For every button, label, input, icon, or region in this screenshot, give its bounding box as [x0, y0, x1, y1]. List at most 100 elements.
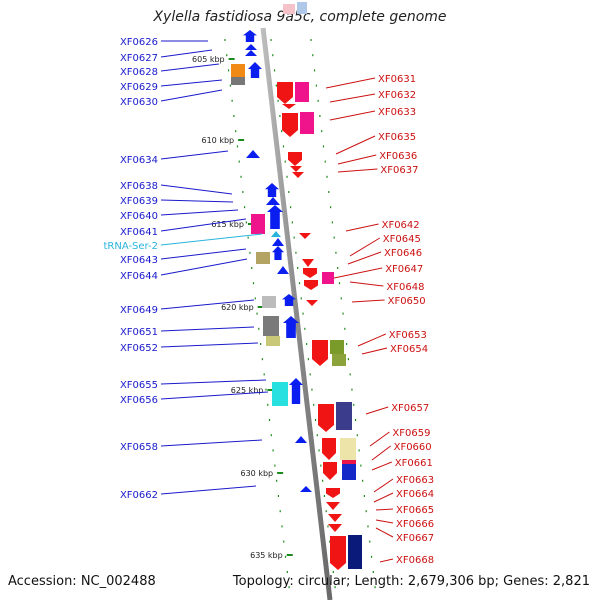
cog-box	[295, 82, 309, 102]
gene-label: XF0647	[385, 264, 423, 275]
reverse-gene-arrow	[290, 166, 302, 172]
cog-box	[332, 354, 346, 366]
gene-label: XF0660	[394, 442, 432, 453]
gene-label: XF0668	[396, 555, 434, 566]
reverse-gene-arrow	[282, 104, 296, 109]
reverse-gene-arrow	[328, 524, 342, 532]
gene-label: XF0633	[378, 107, 416, 118]
gene-label: XF0629	[120, 82, 158, 93]
forward-gene-arrow	[272, 238, 284, 246]
reverse-gene-arrow	[326, 488, 340, 498]
forward-gene-arrow	[266, 197, 280, 205]
forward-gene-arrow	[300, 486, 312, 492]
cog-box	[251, 214, 265, 234]
reverse-gene-arrow	[306, 300, 318, 306]
gene-label: XF0632	[378, 90, 416, 101]
gene-label: XF0651	[120, 327, 158, 338]
cog-box	[342, 460, 356, 464]
forward-gene-arrow	[267, 205, 283, 229]
cog-box	[330, 340, 344, 354]
reverse-gene-arrow	[312, 340, 328, 366]
forward-gene-arrow	[295, 436, 307, 443]
gene-label: XF0667	[396, 533, 434, 544]
forward-gene-arrow	[283, 316, 299, 338]
gene-label: XF0646	[384, 248, 422, 259]
genome-axis	[260, 27, 333, 600]
gene-label: XF0654	[390, 344, 428, 355]
gene-label: XF0649	[120, 305, 158, 316]
gene-label: XF0655	[120, 380, 158, 391]
reverse-gene-arrow	[303, 268, 317, 278]
gene-label: XF0658	[120, 442, 158, 453]
cog-box	[342, 464, 356, 480]
trna-label: tRNA-Ser-2	[103, 241, 158, 252]
reverse-gene-arrow	[288, 152, 302, 166]
gene-label: XF0652	[120, 343, 158, 354]
scale-label: 615 kbp	[211, 220, 244, 229]
forward-gene-arrow	[282, 294, 296, 306]
cog-box	[262, 296, 276, 308]
reverse-gene-arrow	[304, 280, 318, 290]
map-title: Xylella fastidiosa 9a5c, complete genome	[153, 9, 447, 25]
gene-label: XF0639	[120, 196, 158, 207]
gene-label: XF0661	[395, 458, 433, 469]
forward-gene-arrow	[277, 266, 289, 274]
cog-box	[300, 112, 314, 134]
forward-gene-arrow	[289, 378, 303, 404]
cog-box	[336, 402, 352, 430]
reverse-gene-arrow	[326, 502, 340, 510]
gene-label: XF0663	[396, 475, 434, 486]
gene-label: XF0659	[392, 428, 430, 439]
reverse-gene-arrow	[277, 82, 293, 104]
scale-label: 610 kbp	[202, 136, 235, 145]
reverse-gene-arrow	[328, 514, 342, 522]
reverse-gene-arrow	[302, 259, 314, 267]
cog-box	[231, 77, 245, 85]
scale-label: 620 kbp	[221, 303, 254, 312]
scale-label: 630 kbp	[241, 469, 274, 478]
gene-label: XF0664	[396, 489, 434, 500]
gene-label: XF0638	[120, 181, 158, 192]
cog-box	[297, 2, 307, 14]
gene-label: XF0635	[378, 132, 416, 143]
accession-label: Accession: NC_002488	[8, 574, 156, 589]
gene-label: XF0642	[382, 220, 420, 231]
cog-box	[263, 316, 279, 336]
forward-gene-arrow	[272, 246, 284, 260]
gene-label: XF0643	[120, 255, 158, 266]
gene-label: XF0656	[120, 395, 158, 406]
gene-label: XF0650	[388, 296, 426, 307]
scale-label: 635 kbp	[250, 551, 283, 560]
reverse-gene-arrow	[318, 404, 334, 432]
reverse-gene-arrow	[323, 462, 337, 480]
forward-gene-arrow	[245, 44, 257, 50]
gene-label: XF0640	[120, 211, 158, 222]
reverse-gene-arrow	[322, 438, 336, 460]
gene-label: XF0665	[396, 505, 434, 516]
scale-label: 625 kbp	[231, 386, 264, 395]
forward-gene-arrow	[265, 183, 279, 197]
reverse-gene-arrow	[282, 113, 298, 137]
gene-label: XF0657	[391, 403, 429, 414]
gene-label: XF0648	[386, 282, 424, 293]
forward-gene-arrow	[271, 231, 281, 237]
forward-gene-arrow	[243, 30, 257, 42]
cog-box	[266, 336, 280, 346]
gene-label: XF0637	[380, 165, 418, 176]
cog-box	[256, 252, 270, 264]
gene-label: XF0666	[396, 519, 434, 530]
scale-label: 605 kbp	[192, 55, 225, 64]
forward-gene-arrow	[248, 62, 262, 78]
forward-gene-arrow	[245, 50, 257, 56]
cog-box	[283, 4, 295, 14]
cog-box	[322, 272, 334, 284]
cog-box	[348, 535, 362, 569]
gene-label: XF0627	[120, 53, 158, 64]
gene-label: XF0641	[120, 227, 158, 238]
gene-label: XF0630	[120, 97, 158, 108]
gene-label: XF0631	[378, 74, 416, 85]
gene-label: XF0628	[120, 67, 158, 78]
cog-box	[272, 382, 288, 406]
reverse-gene-arrow	[330, 536, 346, 570]
